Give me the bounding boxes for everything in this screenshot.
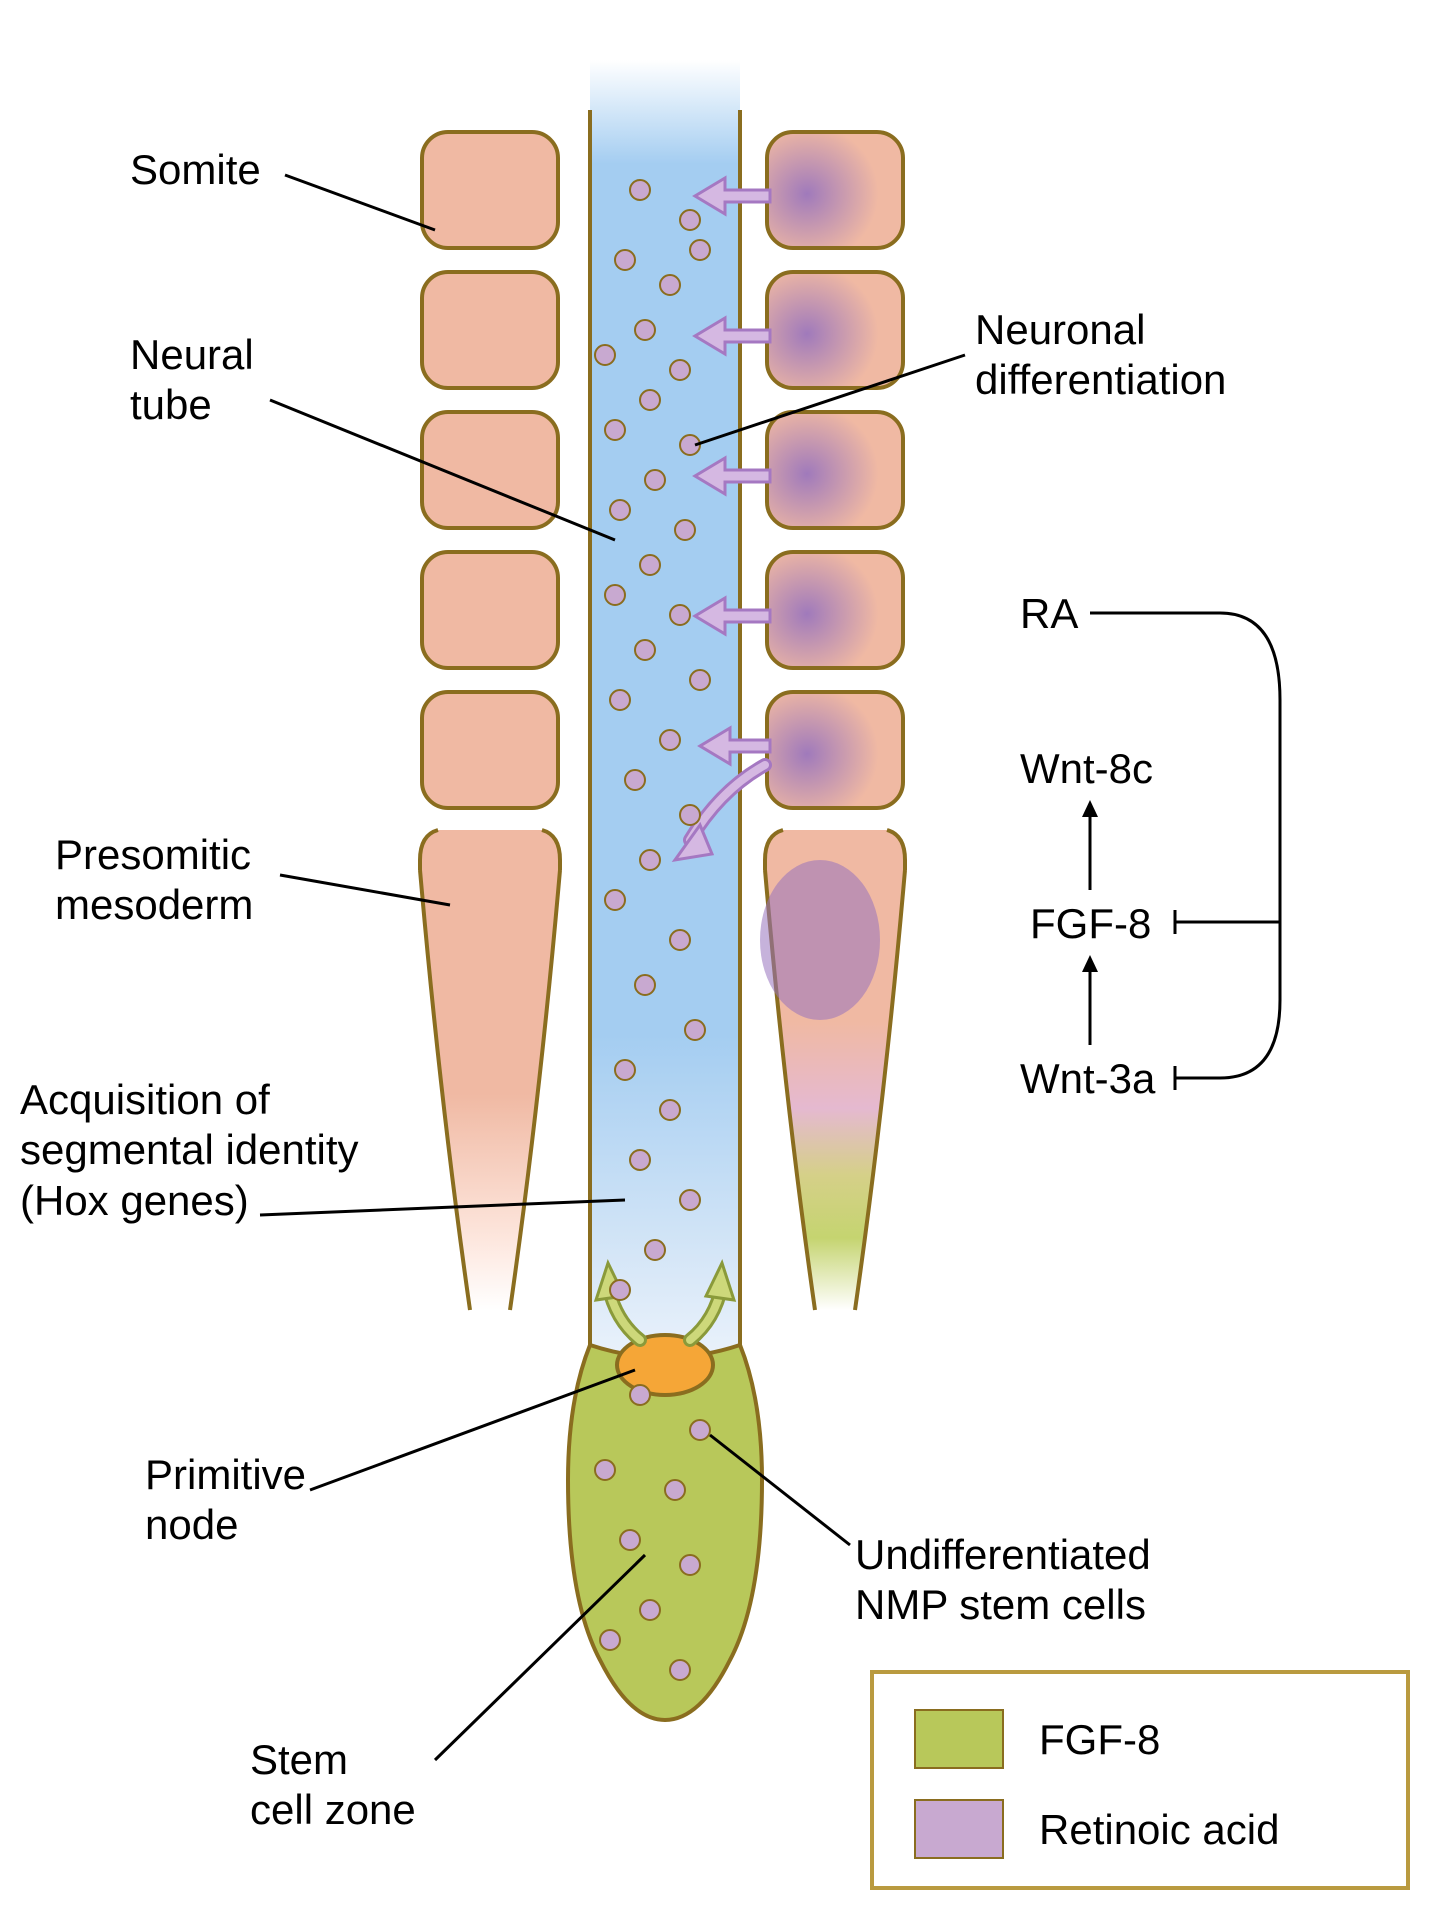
legend-box: FGF-8 Retinoic acid: [870, 1670, 1410, 1890]
legend-text-fgf8: FGF-8: [1039, 1716, 1160, 1764]
legend-text-ra: Retinoic acid: [1039, 1806, 1279, 1854]
legend-swatch-ra: [914, 1799, 1004, 1859]
legend-swatch-fgf8: [914, 1709, 1004, 1769]
pathway-arrows: [0, 0, 1448, 1911]
